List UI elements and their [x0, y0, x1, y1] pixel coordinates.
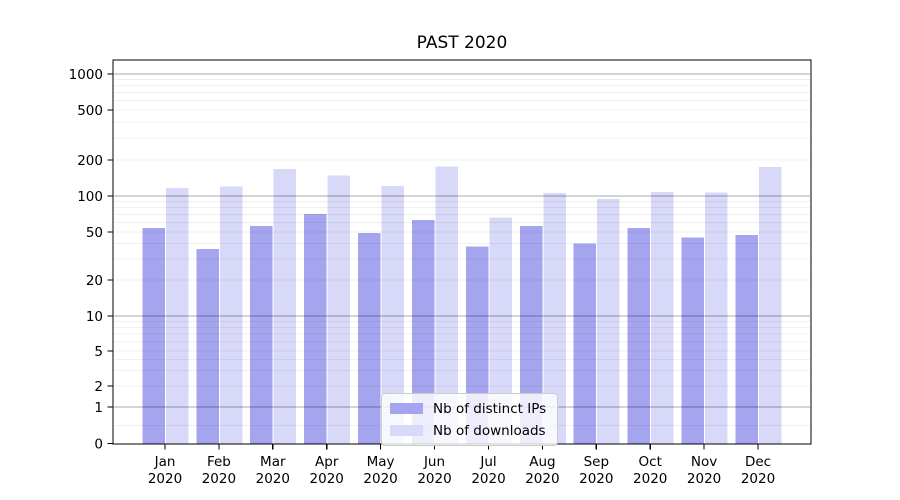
bar-nb-of-distinct-ips-may-2020 — [358, 233, 381, 444]
legend-label-distinct-ips: Nb of distinct IPs — [433, 400, 547, 417]
bar-nb-of-downloads-nov-2020 — [705, 192, 728, 444]
bar-nb-of-downloads-feb-2020 — [219, 186, 243, 444]
y-tick-label-200: 200 — [77, 153, 103, 169]
bar-nb-of-distinct-ips-apr-2020 — [304, 213, 327, 444]
x-tick-label-nov-2020: Nov 2020 — [687, 454, 721, 487]
x-tick-label-feb-2020: Feb 2020 — [202, 454, 236, 487]
chart-title: PAST 2020 — [416, 33, 508, 53]
bar-nb-of-downloads-may-2020 — [381, 186, 404, 444]
y-tick-label-500: 500 — [77, 103, 103, 119]
y-tick-label-1: 1 — [94, 400, 103, 416]
x-tick-label-jun-2020: Jun 2020 — [417, 454, 451, 487]
x-tick-label-aug-2020: Aug 2020 — [525, 454, 559, 487]
bar-nb-of-downloads-jul-2020 — [489, 217, 512, 444]
x-tick-label-sep-2020: Sep 2020 — [579, 454, 613, 487]
bar-nb-of-downloads-oct-2020 — [651, 192, 674, 444]
bar-nb-of-distinct-ips-jan-2020 — [142, 228, 165, 444]
legend-item-distinct-ips: Nb of distinct IPs — [390, 399, 546, 418]
legend-swatch-distinct-ips — [390, 403, 423, 414]
grid-layer — [114, 73, 810, 426]
x-tick-label-jan-2020: Jan 2020 — [148, 454, 182, 487]
x-tick-label-may-2020: May 2020 — [363, 454, 397, 487]
bar-nb-of-distinct-ips-aug-2020 — [519, 226, 543, 444]
bar-nb-of-distinct-ips-feb-2020 — [196, 249, 219, 444]
x-tick-label-dec-2020: Dec 2020 — [741, 454, 775, 487]
bar-nb-of-downloads-apr-2020 — [327, 175, 351, 444]
bar-nb-of-downloads-jun-2020 — [435, 166, 458, 445]
y-tick-label-5: 5 — [94, 344, 103, 360]
bar-nb-of-distinct-ips-nov-2020 — [681, 237, 704, 444]
y-tick-label-100: 100 — [77, 189, 103, 205]
bar-nb-of-distinct-ips-oct-2020 — [627, 228, 651, 444]
bar-nb-of-distinct-ips-jun-2020 — [411, 220, 435, 444]
y-tick-label-2: 2 — [94, 379, 103, 395]
bar-nb-of-downloads-aug-2020 — [543, 193, 566, 444]
y-tick-label-1000: 1000 — [69, 67, 103, 83]
x-tick-label-oct-2020: Oct 2020 — [633, 454, 667, 487]
x-tick-label-mar-2020: Mar 2020 — [256, 454, 290, 487]
legend-label-downloads: Nb of downloads — [433, 422, 546, 439]
legend-item-downloads: Nb of downloads — [390, 421, 546, 440]
bar-nb-of-distinct-ips-dec-2020 — [735, 235, 758, 444]
y-tick-label-10: 10 — [86, 309, 103, 325]
bar-nb-of-distinct-ips-mar-2020 — [250, 226, 273, 444]
legend-swatch-downloads — [390, 425, 423, 436]
y-tick-label-50: 50 — [86, 225, 103, 241]
bar-nb-of-downloads-jan-2020 — [165, 187, 189, 445]
legend: Nb of distinct IPs Nb of downloads — [381, 393, 559, 446]
bar-nb-of-distinct-ips-sep-2020 — [573, 243, 597, 444]
bar-nb-of-downloads-dec-2020 — [758, 167, 782, 444]
y-tick-label-0: 0 — [94, 436, 103, 452]
bar-nb-of-downloads-sep-2020 — [597, 199, 620, 444]
bars-layer — [142, 166, 782, 445]
x-tick-label-apr-2020: Apr 2020 — [310, 454, 344, 487]
y-tick-label-20: 20 — [86, 273, 103, 289]
bar-nb-of-downloads-mar-2020 — [273, 169, 297, 444]
x-tick-label-jul-2020: Jul 2020 — [471, 454, 505, 487]
